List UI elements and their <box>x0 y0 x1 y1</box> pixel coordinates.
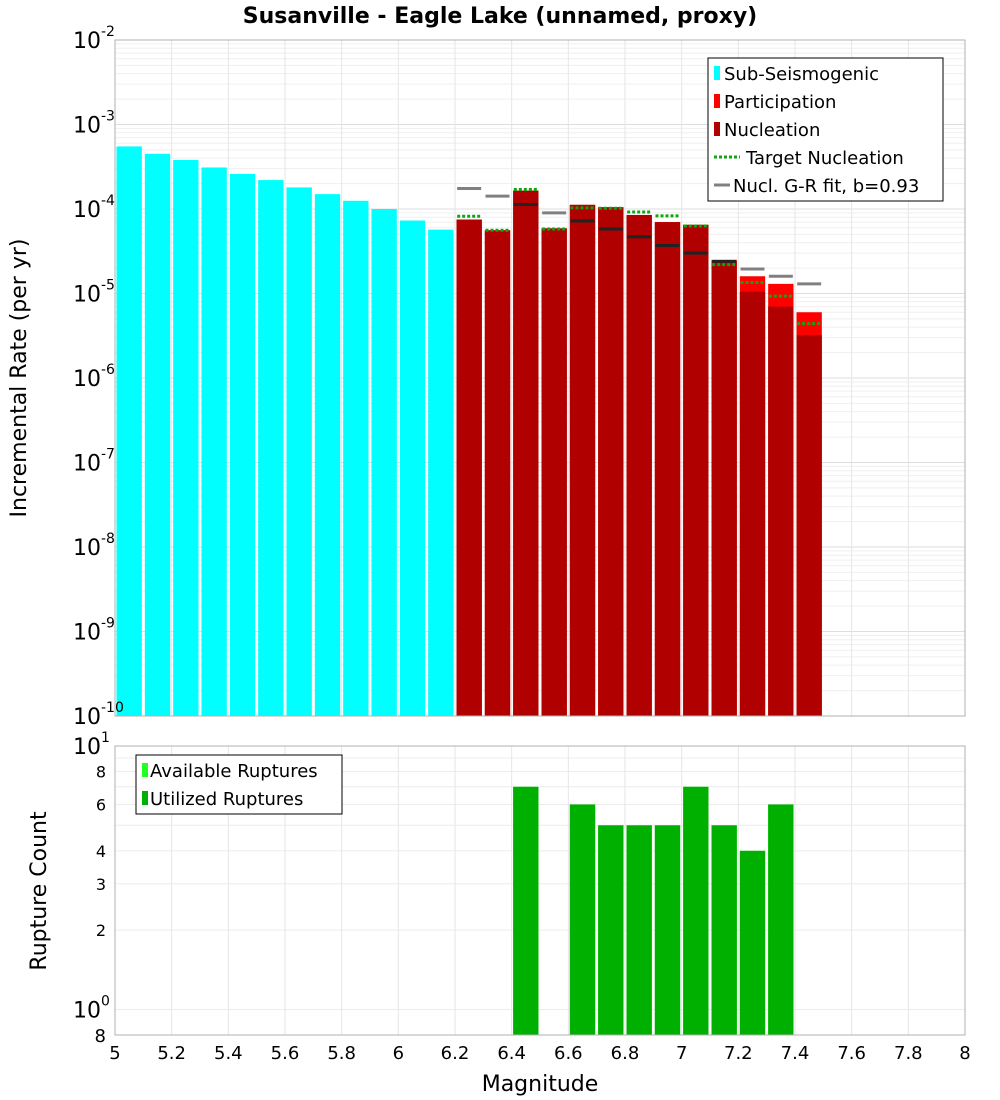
top-y-axis-label: Incremental Rate (per yr) <box>7 239 32 518</box>
x-tick-label: 5.8 <box>327 1043 356 1064</box>
nucleation-bar <box>456 219 482 717</box>
y-tick-label: 10-6 <box>73 362 115 392</box>
nucleation-bar <box>541 228 567 716</box>
x-tick-label: 5 <box>109 1043 120 1064</box>
chart-title: Susanville - Eagle Lake (unnamed, proxy) <box>243 4 757 29</box>
x-tick-label: 7.2 <box>724 1043 753 1064</box>
x-axis-label: Magnitude <box>482 1072 599 1097</box>
bottom-bars <box>513 786 794 1035</box>
y-tick-label: 10-8 <box>73 531 115 561</box>
top-bars <box>116 146 822 717</box>
x-tick-label: 6.6 <box>554 1043 583 1064</box>
x-tick-label: 6.4 <box>497 1043 526 1064</box>
nucleation-bar <box>654 222 681 716</box>
legend-swatch-utilized <box>142 791 148 805</box>
legend-swatch-participation <box>714 94 720 108</box>
x-tick-label: 5.2 <box>157 1043 186 1064</box>
bottom-plot-border <box>114 745 966 1036</box>
x-tick-label: 5.4 <box>214 1043 243 1064</box>
y-tick-label: 6 <box>96 795 106 814</box>
x-tick-label: 6.2 <box>441 1043 470 1064</box>
utilized-rupture-bar <box>569 804 596 1035</box>
sub-seismogenic-bar <box>258 180 284 716</box>
utilized-rupture-bar <box>654 825 681 1035</box>
sub-seismogenic-bar <box>371 209 397 716</box>
bottom-legend: Available Ruptures Utilized Ruptures <box>135 754 343 815</box>
x-tick-label: 6 <box>393 1043 404 1064</box>
legend-label-utilized: Utilized Ruptures <box>150 789 303 810</box>
y-tick-label: 10-10 <box>73 700 124 730</box>
x-tick-label: 5.6 <box>271 1043 300 1064</box>
legend-label-sub-seismogenic: Sub-Seismogenic <box>724 64 879 85</box>
legend-label-participation: Participation <box>724 92 836 113</box>
utilized-rupture-bar <box>626 825 652 1035</box>
nucleation-bar <box>484 230 511 716</box>
sub-seismogenic-bar <box>144 153 171 717</box>
sub-seismogenic-bar <box>343 200 369 717</box>
y-tick-label: 10-5 <box>73 278 115 308</box>
utilized-rupture-bar <box>598 825 624 1035</box>
y-tick-label: 100 <box>73 993 110 1023</box>
nucleation-bar <box>513 190 539 716</box>
x-tick-label: 7 <box>676 1043 687 1064</box>
y-tick-label: 10-3 <box>73 109 115 139</box>
y-tick-label: 10-9 <box>73 616 115 646</box>
top-grid <box>114 40 966 717</box>
nucleation-bar <box>598 207 624 716</box>
x-tick-label: 6.8 <box>611 1043 640 1064</box>
sub-seismogenic-bar <box>116 146 142 717</box>
legend-label-target-nucleation: Target Nucleation <box>745 148 904 169</box>
nucleation-bar <box>683 224 709 716</box>
nucleation-bar <box>796 335 822 716</box>
x-tick-label: 7.8 <box>894 1043 923 1064</box>
top-y-ticks: 10-2 10-3 10-4 10-5 10-6 10-7 10-8 10-9 10-10 <box>73 24 124 730</box>
x-tick-label: 8 <box>959 1043 970 1064</box>
sub-seismogenic-bar <box>428 229 454 716</box>
bottom-y-axis-label: Rupture Count <box>27 811 52 971</box>
y-tick-label: 10-4 <box>73 193 115 223</box>
bottom-x-ticks: 5 5.2 5.4 5.6 5.8 6 6.2 6.4 6.6 6.8 7 7.2 7.4 7.6 7.8 8 <box>109 1043 970 1064</box>
y-tick-label: 4 <box>96 842 106 861</box>
sub-seismogenic-bar <box>173 160 199 716</box>
y-tick-label: 3 <box>96 875 106 894</box>
legend-label-gr-fit: Nucl. G-R fit, b=0.93 <box>733 176 919 197</box>
legend-swatch-available <box>142 763 148 777</box>
y-tick-label: 10-7 <box>73 447 115 477</box>
top-lines <box>457 186 822 326</box>
utilized-rupture-bar <box>513 786 539 1035</box>
y-tick-label: 8 <box>95 1026 106 1047</box>
y-tick-label: 8 <box>96 763 106 782</box>
utilized-rupture-bar <box>683 786 709 1035</box>
bottom-y-ticks: 8 6 4 3 2 8 101 100 <box>73 730 110 1047</box>
utilized-rupture-bar <box>739 850 766 1035</box>
sub-seismogenic-bar <box>286 187 312 717</box>
nucleation-bar <box>626 214 652 716</box>
x-tick-label: 7.4 <box>781 1043 810 1064</box>
legend-swatch-nucleation <box>714 122 720 136</box>
top-plot-border <box>114 39 966 717</box>
legend-label-nucleation: Nucleation <box>724 120 820 141</box>
y-tick-label: 101 <box>73 730 110 760</box>
sub-seismogenic-bar <box>314 194 341 716</box>
nucleation-bar <box>768 306 794 716</box>
x-tick-label: 7.6 <box>837 1043 866 1064</box>
nucleation-bar <box>711 261 737 716</box>
y-tick-label: 2 <box>96 921 106 940</box>
utilized-rupture-bar <box>768 804 794 1035</box>
top-legend: Sub-Seismogenic Participation Nucleation… <box>707 57 944 202</box>
legend-label-available: Available Ruptures <box>150 761 318 782</box>
y-tick-label: 10-2 <box>73 24 115 54</box>
utilized-rupture-bar <box>711 825 737 1035</box>
nucleation-bar <box>739 291 766 716</box>
legend-swatch-sub-seismogenic <box>714 66 720 80</box>
nucleation-bar <box>569 204 596 717</box>
sub-seismogenic-bar <box>229 173 256 716</box>
sub-seismogenic-bar <box>201 167 227 717</box>
sub-seismogenic-bar <box>399 220 426 716</box>
